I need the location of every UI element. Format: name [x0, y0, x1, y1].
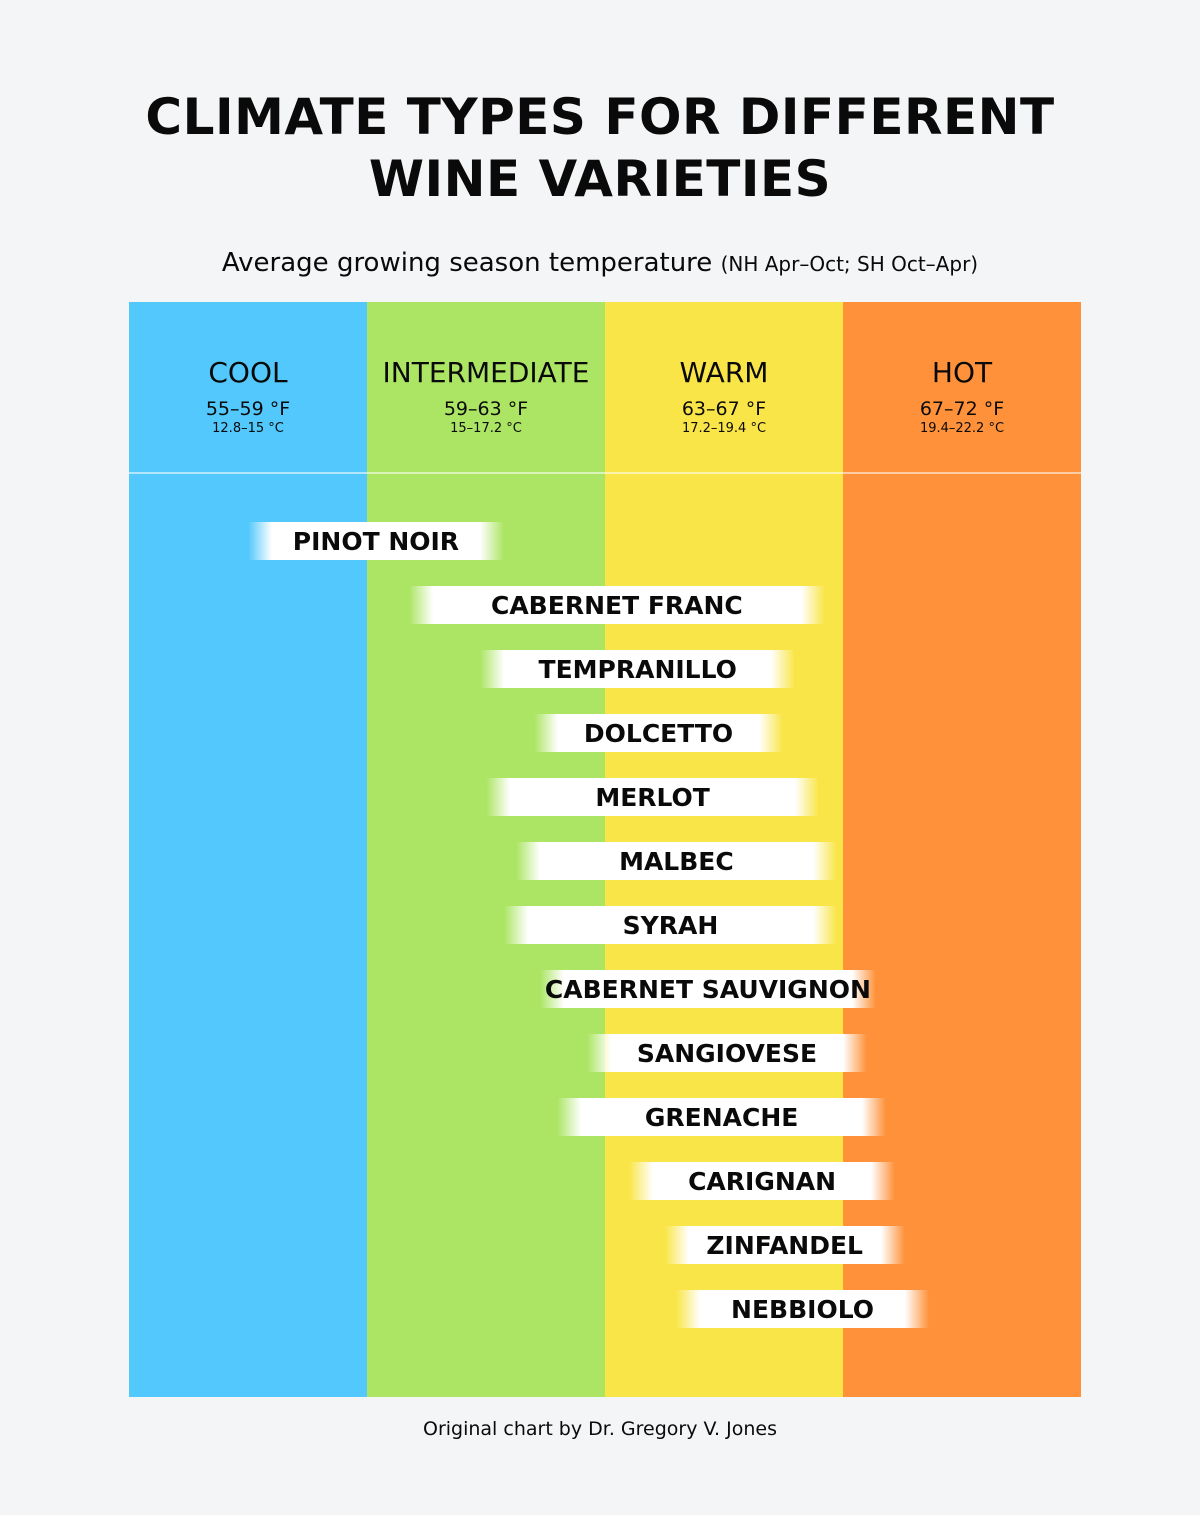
bar-label: DOLCETTO	[583, 718, 734, 748]
zone-cool: COOL 55–59 °F 12.8–15 °C	[129, 302, 367, 1397]
bar-nebbiolo: NEBBIOLO	[676, 1290, 929, 1328]
zone-range-c: 19.4–22.2 °C	[919, 421, 1005, 436]
title-line-1: CLIMATE TYPES FOR DIFFERENT	[145, 88, 1055, 146]
bar-label: ZINFANDEL	[706, 1230, 863, 1260]
bar-label: CARIGNAN	[688, 1166, 837, 1196]
bar-label: PINOT NOIR	[292, 526, 460, 556]
bar-cabernet-sauvignon: CABERNET SAUVIGNON	[539, 970, 877, 1008]
bar-zinfandel: ZINFANDEL	[664, 1226, 905, 1264]
credit-footer: Original chart by Dr. Gregory V. Jones	[422, 1418, 777, 1440]
zone-range-f: 55–59 °F	[205, 398, 291, 420]
bar-label: SYRAH	[622, 910, 719, 940]
bar-pinot-noir: PINOT NOIR	[248, 522, 504, 560]
bar-malbec: MALBEC	[515, 842, 838, 880]
zone-range-c: 17.2–19.4 °C	[681, 421, 767, 436]
subtitle-note: (NH Apr–Oct; SH Oct–Apr)	[720, 252, 979, 276]
title-line-2: WINE VARIETIES	[368, 150, 832, 208]
zone-range-c: 12.8–15 °C	[212, 421, 284, 436]
chart-subtitle: Average growing season temperature (NH A…	[0, 248, 1200, 278]
subtitle-text: Average growing season temperature	[221, 248, 713, 278]
bar-cabernet-franc: CABERNET FRANC	[408, 586, 826, 624]
climate-chart: COOL 55–59 °F 12.8–15 °C INTERMEDIATE 59–…	[129, 302, 1081, 1397]
bar-label: NEBBIOLO	[731, 1294, 874, 1324]
bar-merlot: MERLOT	[486, 778, 820, 816]
bar-label: SANGIOVESE	[636, 1038, 818, 1068]
zone-hot: HOT 67–72 °F 19.4–22.2 °C	[843, 302, 1081, 1397]
zone-name: COOL	[208, 356, 288, 389]
bar-dolcetto: DOLCETTO	[533, 714, 784, 752]
bar-label: MERLOT	[595, 782, 710, 812]
bar-label: CABERNET FRANC	[490, 590, 743, 620]
bar-label: CABERNET SAUVIGNON	[544, 974, 871, 1004]
zone-range-c: 15–17.2 °C	[450, 421, 522, 436]
bar-syrah: SYRAH	[503, 906, 838, 944]
zone-range-f: 63–67 °F	[681, 398, 767, 420]
zone-range-f: 59–63 °F	[443, 398, 529, 420]
bar-grenache: GRENACHE	[557, 1098, 886, 1136]
bar-label: MALBEC	[619, 846, 734, 876]
zone-name: HOT	[931, 356, 993, 389]
bar-sangiovese: SANGIOVESE	[587, 1034, 867, 1072]
bar-label: TEMPRANILLO	[538, 654, 737, 684]
chart-title: CLIMATE TYPES FOR DIFFERENT WINE VARIETI…	[0, 86, 1200, 210]
zone-name: INTERMEDIATE	[382, 356, 590, 389]
zone-range-f: 67–72 °F	[919, 398, 1005, 420]
bar-carignan: CARIGNAN	[628, 1162, 896, 1200]
bar-tempranillo: TEMPRANILLO	[480, 650, 796, 688]
bar-label: GRENACHE	[644, 1102, 799, 1132]
zone-name: WARM	[679, 356, 769, 389]
header-divider	[129, 472, 1081, 474]
